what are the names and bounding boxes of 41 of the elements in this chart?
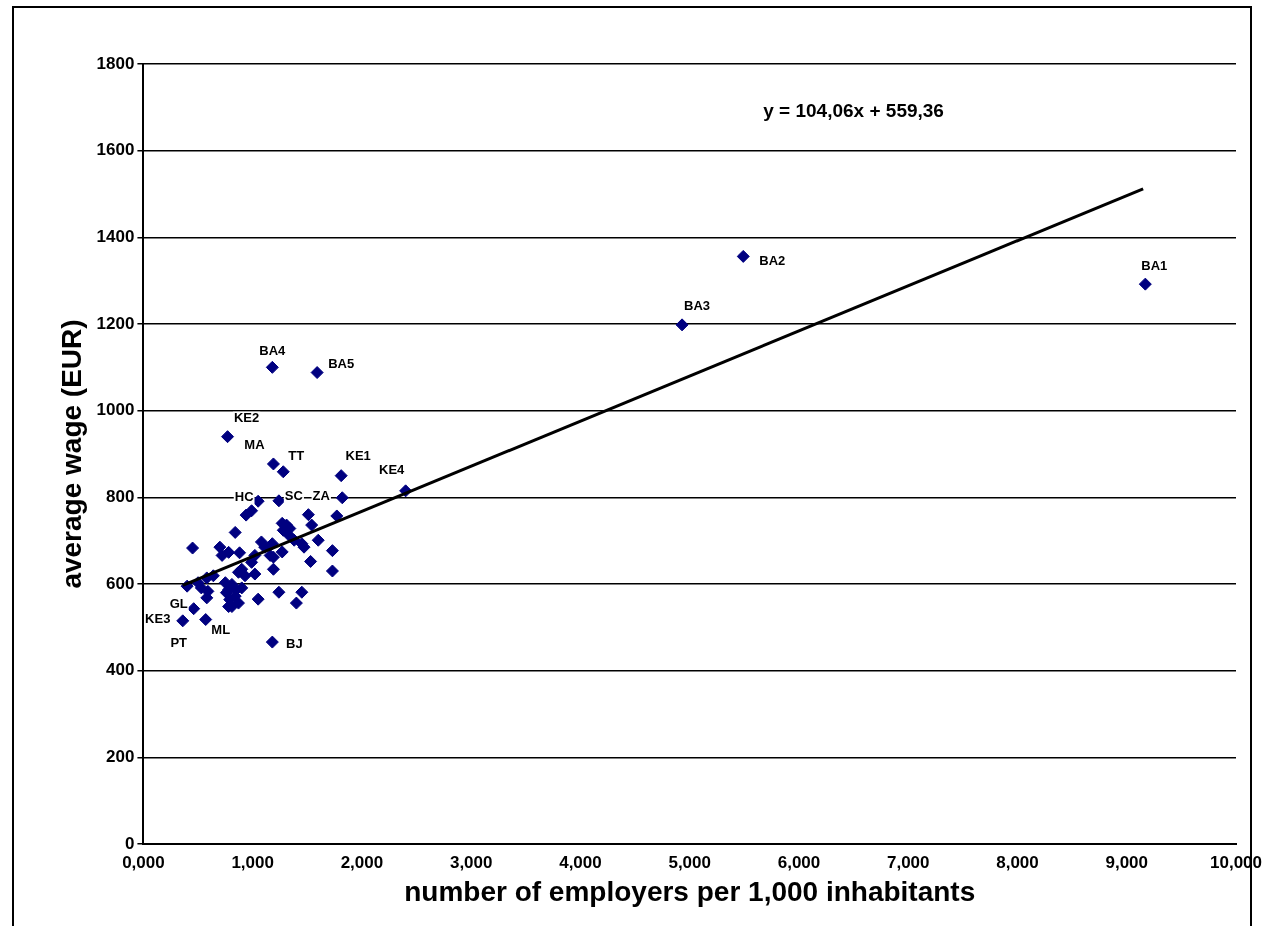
annotation: BA5 [328, 356, 355, 372]
annotation: BA3 [684, 298, 711, 314]
y-tick-label: 200 [106, 747, 135, 767]
annotation: MA [244, 436, 266, 452]
annotation: ZA [312, 488, 331, 504]
x-tick-label: 9,000 [1105, 852, 1149, 872]
x-tick-label: 6,000 [777, 852, 821, 872]
annotation: BA4 [259, 342, 287, 358]
annotation: PT [170, 635, 188, 651]
annotation: BA2 [759, 252, 786, 268]
annotation: BA1 [1141, 257, 1168, 273]
annotation: KE4 [378, 462, 406, 478]
annotation: TT [288, 448, 305, 464]
y-tick-label: 1000 [96, 400, 135, 420]
annotation: ML [211, 622, 231, 638]
annotation: KE3 [145, 611, 171, 627]
y-tick-label: 400 [106, 660, 135, 680]
x-tick-label: 4,000 [559, 852, 602, 872]
x-tick-label: 8,000 [996, 852, 1039, 872]
annotation: BJ [286, 635, 303, 651]
x-tick-label: 3,000 [449, 852, 493, 872]
y-axis-title: average wage (EUR) [55, 319, 87, 589]
x-tick-label: 5,000 [668, 852, 711, 872]
annotation: KE2 [233, 410, 260, 426]
annotation: SC [284, 488, 304, 504]
y-tick-label: 1200 [96, 313, 135, 333]
annotation: KE1 [345, 448, 371, 464]
x-tick-label: 2,000 [340, 852, 384, 872]
annotation: GL [169, 596, 188, 612]
y-tick-label: 1400 [96, 227, 135, 247]
y-tick-label: 800 [106, 487, 135, 507]
annotation: y = 104,06x + 559,36 [763, 100, 944, 122]
x-axis-title: number of employers per 1,000 inhabitants [404, 875, 976, 907]
y-tick-label: 1600 [96, 140, 135, 160]
x-tick-label: 7,000 [886, 852, 930, 872]
y-tick-label: 1800 [96, 53, 135, 73]
y-tick-label: 600 [106, 573, 135, 593]
y-tick-label: 0 [124, 833, 135, 853]
x-tick-label: 1,000 [231, 852, 274, 872]
x-tick-label: 0,000 [122, 852, 165, 872]
annotation: HC [234, 488, 255, 504]
